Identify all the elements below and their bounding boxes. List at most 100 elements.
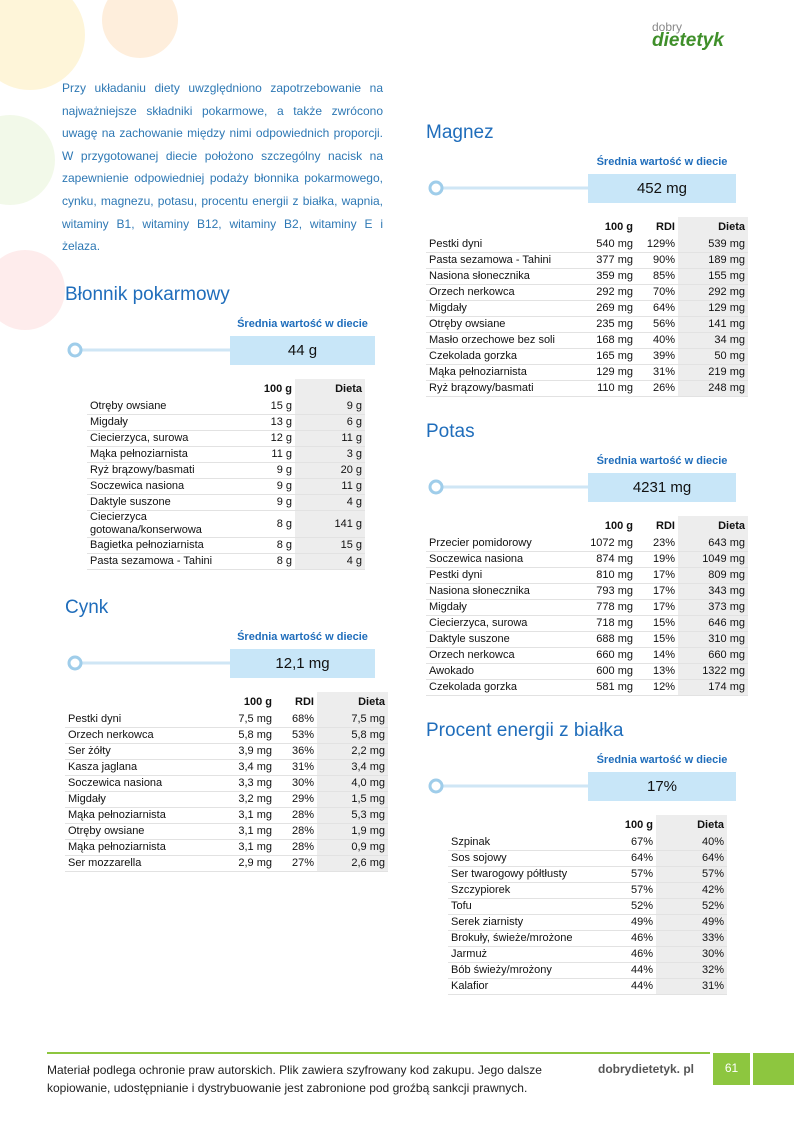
table-cell: Przecier pomidorowy — [426, 536, 576, 552]
table-cell: 9 g — [295, 399, 365, 415]
page-number: 61 — [724, 1061, 739, 1075]
table-cell: 4 g — [295, 553, 365, 570]
table-cell: Pasta sezamowa - Tahini — [87, 553, 235, 570]
table-row: Soczewica nasiona 9 g 11 g — [87, 478, 365, 495]
header-cell: 100 g — [263, 382, 292, 395]
table-cell: 31% — [636, 364, 678, 381]
table-cell: Ryż brązowy/basmati — [87, 462, 235, 479]
table-cell: 1,9 mg — [317, 823, 388, 840]
table-cell: Migdały — [87, 414, 235, 431]
table-cell: 31% — [656, 978, 727, 995]
slider-knob — [428, 479, 444, 495]
table-cell: Otręby owsiane — [65, 823, 215, 840]
table-cell: Tofu — [448, 898, 598, 915]
table-cell: Ser twarogowy półtłusty — [448, 866, 598, 883]
table-cell: 3 g — [295, 446, 365, 463]
table-cell: Pestki dyni — [426, 567, 576, 584]
table-row: Jarmuż 46% 30% — [448, 946, 727, 963]
table-cell: 31% — [275, 759, 317, 776]
average-value: 4231 mg — [588, 473, 736, 502]
table-row: Soczewica nasiona 3,3 mg 30% 4,0 mg — [65, 775, 388, 792]
table-cell: Mąka pełnoziarnista — [87, 446, 235, 463]
table-cell: 26% — [636, 380, 678, 397]
table-cell: 46% — [598, 930, 656, 947]
table-cell: Awokado — [426, 663, 576, 680]
table-cell: Szpinak — [448, 835, 598, 851]
table-cell: 141 g — [295, 510, 365, 538]
table-cell: 11 g — [295, 478, 365, 495]
table-cell: 292 mg — [576, 284, 636, 301]
table-cell: 40% — [636, 332, 678, 349]
header-cell: 100 g — [243, 695, 272, 708]
average-label: Średnia wartość w diecie — [596, 156, 728, 168]
table-cell: Ciecierzyca, surowa — [87, 430, 235, 447]
table-cell: 4 g — [295, 494, 365, 511]
table-row: Ryż brązowy/basmati 9 g 20 g — [87, 462, 365, 479]
table-cell: Kalafior — [448, 978, 598, 995]
table-row: Otręby owsiane 3,1 mg 28% 1,9 mg — [65, 823, 388, 840]
table-row: Ciecierzyca gotowana/konserwowa 8 g 141 g — [87, 510, 365, 538]
table-row: Migdały 3,2 mg 29% 1,5 mg — [65, 791, 388, 808]
table-cell: Pestki dyni — [65, 712, 215, 728]
header-cell — [426, 217, 576, 237]
table-cell: 165 mg — [576, 348, 636, 365]
table-cell: Masło orzechowe bez soli — [426, 332, 576, 349]
table-cell: 11 g — [295, 430, 365, 447]
table-cell: Czekolada gorzka — [426, 348, 576, 365]
table-cell: Nasiona słonecznika — [426, 268, 576, 285]
table-cell: Pestki dyni — [426, 237, 576, 253]
table-row: Migdały 778 mg 17% 373 mg — [426, 599, 748, 616]
header-cell: RDI — [656, 220, 675, 233]
table-cell: 9 g — [235, 462, 295, 479]
table-cell: 343 mg — [678, 583, 748, 600]
table-cell: 155 mg — [678, 268, 748, 285]
table-cell: 129 mg — [576, 364, 636, 381]
table-cell: 9 g — [235, 478, 295, 495]
table-cell: 28% — [275, 823, 317, 840]
table-cell: 14% — [636, 647, 678, 664]
table-row: Nasiona słonecznika 793 mg 17% 343 mg — [426, 583, 748, 600]
header-cell: 100 g — [604, 519, 633, 532]
table-cell: Sos sojowy — [448, 850, 598, 867]
table-cell: 53% — [275, 727, 317, 744]
table-cell: 50 mg — [678, 348, 748, 365]
table-cell: 219 mg — [678, 364, 748, 381]
table-cell: 27% — [275, 855, 317, 872]
table-cell: 19% — [636, 551, 678, 568]
average-value: 44 g — [230, 336, 375, 365]
table-cell: 17% — [636, 583, 678, 600]
table-cell: 189 mg — [678, 252, 748, 269]
table-cell: Mąka pełnoziarnista — [65, 807, 215, 824]
table-cell: 646 mg — [678, 615, 748, 632]
table-cell: 5,8 mg — [317, 727, 388, 744]
average-value: 452 mg — [588, 174, 736, 203]
table-cell: 3,1 mg — [215, 839, 275, 856]
table-row: Ser twarogowy półtłusty 57% 57% — [448, 866, 727, 883]
table-cell: Soczewica nasiona — [426, 551, 576, 568]
table-cell: 42% — [656, 882, 727, 899]
table-row: Pestki dyni 7,5 mg 68% 7,5 mg — [65, 712, 388, 728]
table-cell: 310 mg — [678, 631, 748, 648]
table-row: Migdały 269 mg 64% 129 mg — [426, 300, 748, 317]
table-cell: 168 mg — [576, 332, 636, 349]
table-cell: Ciecierzyca gotowana/konserwowa — [87, 510, 235, 538]
table-cell: 30% — [275, 775, 317, 792]
table-cell: 30% — [656, 946, 727, 963]
table-cell: 660 mg — [678, 647, 748, 664]
table-cell: Czekolada gorzka — [426, 679, 576, 696]
table-cell: 64% — [636, 300, 678, 317]
table-cell: Bób świeży/mrożony — [448, 962, 598, 979]
table-cell: 44% — [598, 962, 656, 979]
table-cell: 52% — [598, 898, 656, 915]
table-cell: Pasta sezamowa - Tahini — [426, 252, 576, 269]
table-cell: 3,1 mg — [215, 807, 275, 824]
nutrient-table: 100 g Dieta Szpinak 67% 40% Sos sojowy 64% 64% S… — [448, 815, 727, 995]
header-cell: RDI — [295, 695, 314, 708]
table-cell: 11 g — [235, 446, 295, 463]
header-cell: RDI — [656, 519, 675, 532]
table-cell: Orzech nerkowca — [65, 727, 215, 744]
table-cell: 29% — [275, 791, 317, 808]
table-row: Pestki dyni 810 mg 17% 809 mg — [426, 567, 748, 584]
